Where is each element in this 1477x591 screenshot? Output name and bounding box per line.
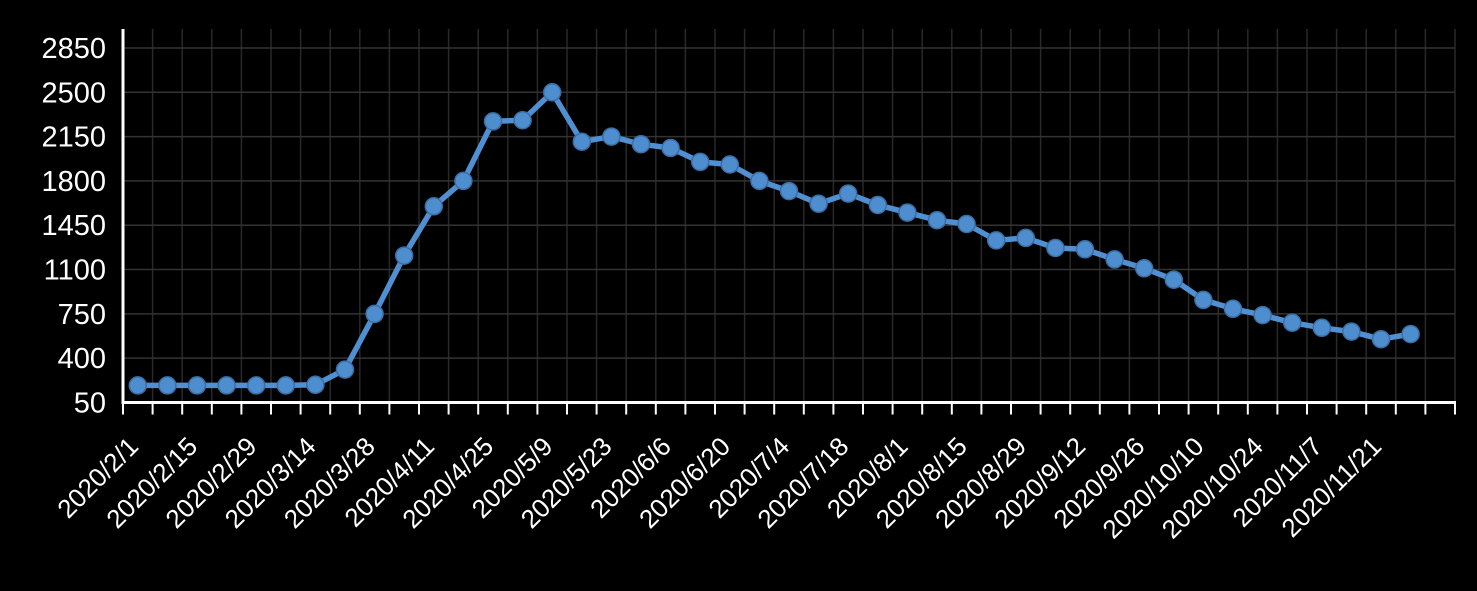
y-axis-tick-label: 1450 <box>41 210 106 242</box>
data-point-marker <box>809 194 828 213</box>
y-axis-tick-label: 2500 <box>41 77 106 109</box>
y-axis-tick-label: 2850 <box>41 33 106 65</box>
data-point-marker <box>1075 240 1095 259</box>
data-point-marker <box>158 376 177 395</box>
data-point-marker <box>690 152 710 172</box>
x-axis-ticks <box>122 402 1456 415</box>
y-axis-tick-label: 50 <box>74 388 106 420</box>
data-point-marker <box>1371 329 1391 349</box>
data-point-marker <box>542 83 562 102</box>
x-axis-labels: 2020/2/12020/2/152020/2/292020/3/142020/… <box>51 431 1387 544</box>
data-point-marker <box>454 171 473 191</box>
data-point-marker <box>217 376 236 395</box>
data-point-marker <box>1282 313 1302 332</box>
data-point-marker <box>128 376 148 395</box>
data-point-marker <box>572 132 592 151</box>
data-point-marker <box>750 171 769 191</box>
data-point-marker <box>394 246 414 265</box>
data-point-marker <box>661 138 680 158</box>
data-point-marker <box>187 376 207 395</box>
data-point-marker <box>927 210 947 230</box>
data-point-marker <box>276 376 296 395</box>
data-point-marker <box>868 195 888 215</box>
data-point-marker <box>1253 305 1272 325</box>
y-axis-tick-label: 750 <box>58 299 106 331</box>
y-axis-tick-label: 2150 <box>41 122 106 154</box>
data-point-marker <box>1134 259 1154 278</box>
data-point-marker <box>1105 250 1124 269</box>
data-point-marker <box>838 184 858 203</box>
y-axis-tick-label: 400 <box>58 343 106 375</box>
data-point-marker <box>957 214 976 234</box>
data-point-marker <box>1164 270 1184 289</box>
data-point-marker <box>779 181 799 201</box>
data-point-marker <box>335 360 355 379</box>
data-point-marker <box>246 376 266 395</box>
data-point-marker <box>1312 318 1332 338</box>
data-point-marker <box>1046 238 1065 258</box>
data-point-marker <box>424 197 444 216</box>
data-point-marker <box>631 134 651 154</box>
data-point-markers <box>128 83 1420 395</box>
data-point-marker <box>1401 324 1420 344</box>
data-point-marker <box>720 155 740 174</box>
data-point-marker <box>1016 228 1036 248</box>
data-point-marker <box>365 304 384 324</box>
data-point-marker <box>898 203 917 222</box>
data-point-marker <box>602 127 621 146</box>
data-point-marker <box>1194 290 1213 310</box>
data-point-marker <box>1342 322 1361 341</box>
data-point-marker <box>513 110 532 130</box>
data-point-marker <box>986 231 1006 250</box>
data-point-marker <box>1223 299 1243 319</box>
data-point-marker <box>483 112 503 131</box>
y-axis-labels: 50 400 750 1100 1450 1800 2150 2500 2850 <box>41 33 106 420</box>
data-point-marker <box>306 375 325 395</box>
y-axis-tick-label: 1800 <box>41 166 106 198</box>
x-gridlines <box>151 29 1456 403</box>
y-axis-tick-label: 1100 <box>44 255 106 287</box>
